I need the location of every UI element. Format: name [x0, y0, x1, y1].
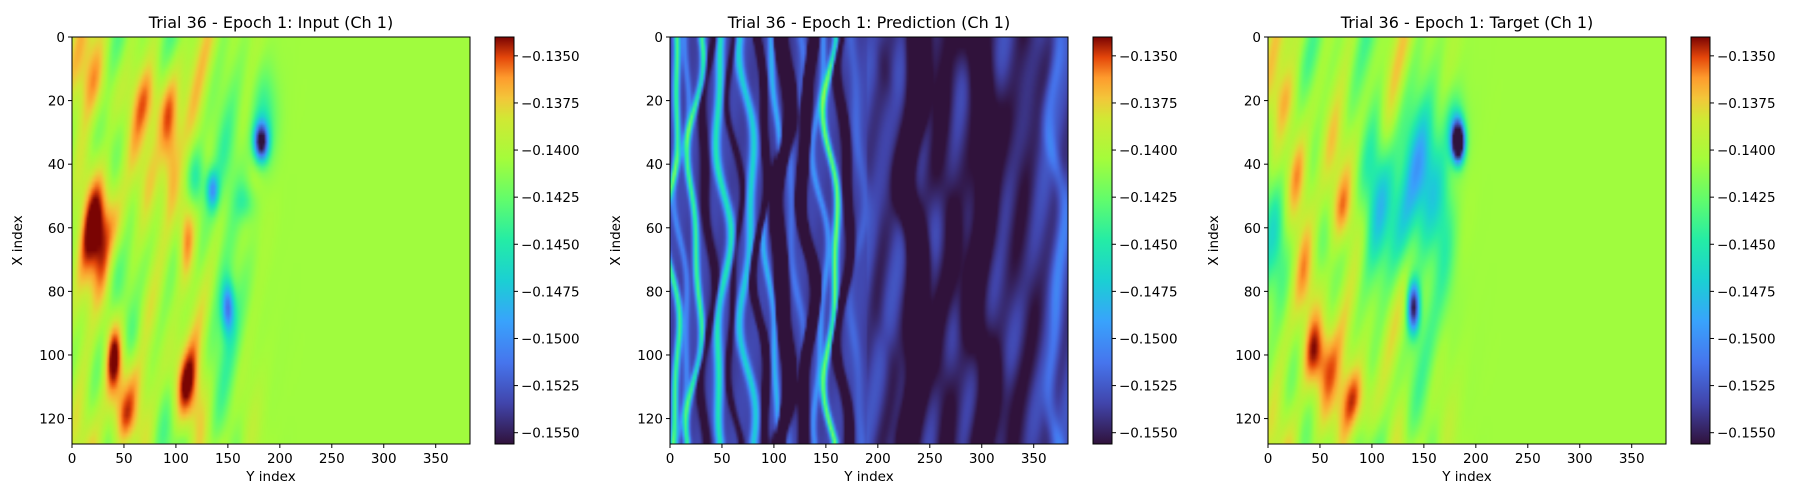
colorbar-tick-label: −0.1550 [1717, 426, 1776, 442]
y-tick-label: 100 [637, 348, 663, 364]
colorbar-tick-label: −0.1500 [1717, 331, 1776, 347]
x-tick-label: 250 [917, 451, 943, 467]
y-axis-label: X index [1206, 215, 1222, 265]
colorbar [1092, 36, 1113, 445]
y-tick-label: 40 [1244, 157, 1261, 173]
x-tick-label: 50 [115, 451, 132, 467]
x-tick-label: 300 [1567, 451, 1593, 467]
colorbar-tick-label: −0.1400 [1119, 143, 1178, 159]
colorbar-tick-label: −0.1400 [521, 143, 580, 159]
y-axis-label: X index [608, 215, 624, 265]
x-axis-label: Y index [245, 469, 295, 485]
y-axis-label: X index [10, 215, 26, 265]
colorbar-tick-label: −0.1525 [1119, 379, 1178, 395]
heatmap-image [670, 37, 1068, 444]
colorbar-tick-label: −0.1450 [521, 237, 580, 253]
colorbar-tick-label: −0.1425 [1717, 190, 1776, 206]
chart-title: Trial 36 - Epoch 1: Prediction (Ch 1) [727, 13, 1010, 32]
x-tick-label: 100 [761, 451, 787, 467]
subplot-2: Trial 36 - Epoch 1: Prediction (Ch 1) 0 50… [608, 13, 1178, 485]
colorbar-tick-label: −0.1475 [521, 284, 580, 300]
colorbar-tick-label: −0.1400 [1717, 143, 1776, 159]
colorbar-tick-label: −0.1450 [1119, 237, 1178, 253]
y-tick-label: 80 [48, 284, 65, 300]
x-tick-label: 100 [163, 451, 189, 467]
y-tick-label: 100 [1235, 348, 1261, 364]
colorbar-tick-label: −0.1350 [1119, 49, 1178, 65]
x-tick-label: 350 [1619, 451, 1645, 467]
subplot-3: Trial 36 - Epoch 1: Target (Ch 1) 0 50 100 1… [1206, 13, 1776, 485]
x-tick-label: 0 [68, 451, 77, 467]
colorbar-tick-label: −0.1475 [1119, 284, 1178, 300]
colorbar-tick-label: −0.1425 [521, 190, 580, 206]
colorbar-tick-label: −0.1350 [521, 49, 580, 65]
colorbar [494, 36, 515, 445]
x-tick-label: 150 [813, 451, 839, 467]
x-tick-label: 100 [1359, 451, 1385, 467]
x-tick-label: 50 [1311, 451, 1328, 467]
colorbar-tick-label: −0.1375 [521, 96, 580, 112]
y-tick-label: 120 [39, 412, 65, 428]
chart-title: Trial 36 - Epoch 1: Input (Ch 1) [148, 13, 393, 32]
y-tick-label: 60 [1244, 221, 1261, 237]
colorbar-tick-label: −0.1525 [521, 379, 580, 395]
y-tick-label: 20 [48, 94, 65, 110]
x-tick-label: 350 [1021, 451, 1047, 467]
heatmap-image [72, 37, 470, 444]
colorbar-tick-label: −0.1475 [1717, 284, 1776, 300]
y-tick-label: 20 [1244, 94, 1261, 110]
x-tick-label: 50 [713, 451, 730, 467]
colorbar-tick-label: −0.1375 [1119, 96, 1178, 112]
colorbar-tick-label: −0.1500 [521, 331, 580, 347]
colorbar-tick-label: −0.1500 [1119, 331, 1178, 347]
heatmap-image [1268, 37, 1666, 444]
x-tick-label: 150 [1411, 451, 1437, 467]
colorbar-tick-label: −0.1525 [1717, 379, 1776, 395]
x-tick-label: 250 [1515, 451, 1541, 467]
y-tick-label: 80 [1244, 284, 1261, 300]
y-tick-label: 60 [48, 221, 65, 237]
y-tick-label: 100 [39, 348, 65, 364]
colorbar-tick-label: −0.1450 [1717, 237, 1776, 253]
colorbar-tick-label: −0.1375 [1717, 96, 1776, 112]
axes-frame [669, 36, 1069, 445]
x-tick-label: 300 [371, 451, 397, 467]
chart-title: Trial 36 - Epoch 1: Target (Ch 1) [1340, 13, 1593, 32]
x-tick-label: 0 [1264, 451, 1273, 467]
x-tick-label: 350 [423, 451, 449, 467]
y-tick-label: 40 [646, 157, 663, 173]
axes-frame [1267, 36, 1667, 445]
axes-frame [71, 36, 471, 445]
x-tick-label: 200 [865, 451, 891, 467]
x-tick-label: 150 [215, 451, 241, 467]
colorbar-tick-label: −0.1550 [521, 426, 580, 442]
x-tick-label: 200 [267, 451, 293, 467]
colorbar-tick-label: −0.1350 [1717, 49, 1776, 65]
x-axis-label: Y index [843, 469, 893, 485]
y-tick-label: 20 [646, 94, 663, 110]
y-tick-label: 120 [1235, 412, 1261, 428]
subplot-1: Trial 36 - Epoch 1: Input (Ch 1) 0 50 100 15… [10, 13, 580, 485]
colorbar-tick-label: −0.1550 [1119, 426, 1178, 442]
x-tick-label: 300 [969, 451, 995, 467]
colorbar [1690, 36, 1711, 445]
y-tick-label: 0 [1252, 30, 1261, 46]
colorbar-tick-label: −0.1425 [1119, 190, 1178, 206]
x-tick-label: 250 [319, 451, 345, 467]
x-tick-label: 200 [1463, 451, 1489, 467]
y-tick-label: 80 [646, 284, 663, 300]
x-tick-label: 0 [666, 451, 675, 467]
y-tick-label: 120 [637, 412, 663, 428]
y-tick-label: 40 [48, 157, 65, 173]
x-axis-label: Y index [1441, 469, 1491, 485]
y-tick-label: 0 [654, 30, 663, 46]
y-tick-label: 0 [56, 30, 65, 46]
y-tick-label: 60 [646, 221, 663, 237]
